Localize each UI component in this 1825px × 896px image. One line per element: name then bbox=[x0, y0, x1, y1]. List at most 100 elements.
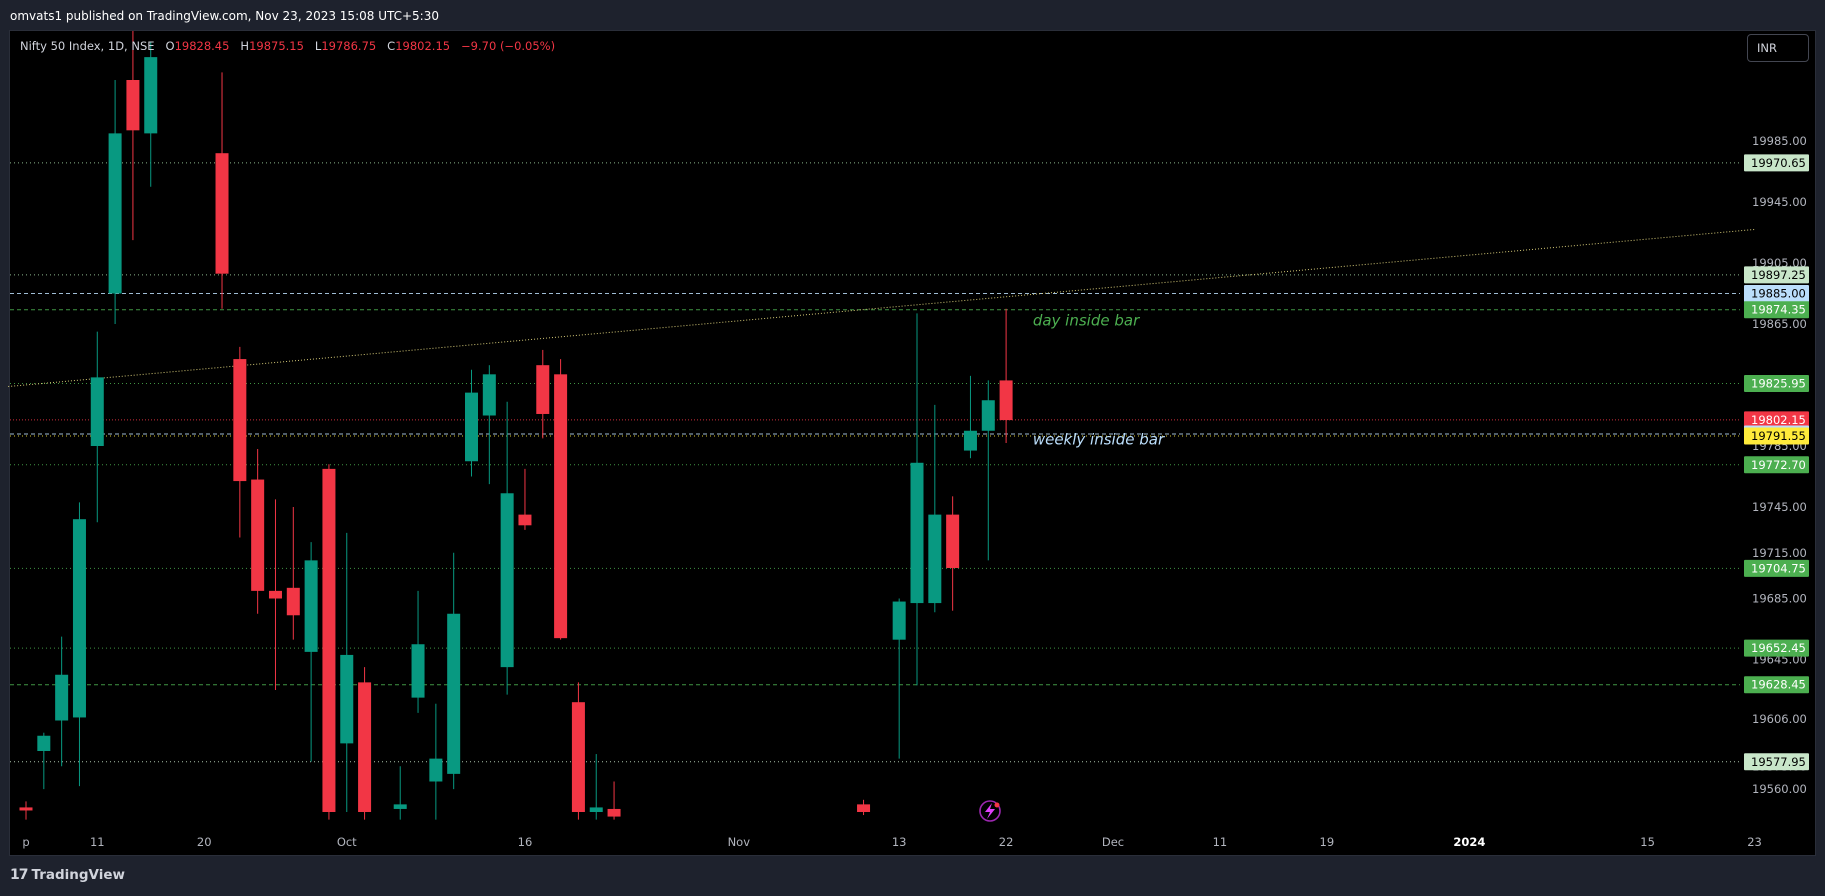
price-badge-11: 19628.45 bbox=[1744, 676, 1809, 694]
price-badge-12: 19577.95 bbox=[1744, 753, 1809, 771]
candle-11 bbox=[268, 499, 282, 690]
candle-34 bbox=[946, 496, 960, 611]
badge-bg bbox=[1744, 285, 1809, 302]
x-tick-label: 22 bbox=[999, 835, 1014, 849]
candle-body bbox=[358, 682, 372, 812]
annotation-1: weekly inside bar bbox=[1033, 430, 1165, 448]
candle-body bbox=[55, 674, 69, 721]
candle-9 bbox=[233, 346, 247, 538]
x-tick-label: Oct bbox=[337, 835, 357, 849]
annotations-layer: day inside bar weekly inside bar bbox=[1033, 312, 1165, 449]
chart-frame[interactable] bbox=[9, 30, 1816, 856]
x-tick-label: 19 bbox=[1320, 835, 1335, 849]
candle-19 bbox=[429, 703, 443, 820]
y-tick-label: 19985.00 bbox=[1752, 134, 1807, 148]
candle-14 bbox=[322, 464, 336, 820]
candle-6 bbox=[126, 31, 140, 241]
candle-body bbox=[286, 587, 300, 616]
badge-label: 19791.55 bbox=[1751, 429, 1806, 443]
candle-10 bbox=[251, 449, 265, 614]
tradingview-logo[interactable]: 17 TradingView bbox=[10, 867, 125, 883]
candle-body bbox=[981, 400, 995, 431]
badge-bg bbox=[1744, 456, 1809, 474]
candle-body bbox=[108, 133, 122, 294]
badge-label: 19628.45 bbox=[1751, 678, 1806, 692]
symbol-legend: Nifty 50 Index, 1D, NSE O19828.45 H19875… bbox=[20, 39, 555, 53]
candle-body bbox=[571, 702, 585, 812]
y-tick-label: 19606.00 bbox=[1752, 712, 1807, 726]
candle-21 bbox=[465, 369, 478, 477]
candle-body bbox=[857, 804, 871, 812]
candle-29 bbox=[607, 781, 621, 820]
tradingview-logo-icon: 17 bbox=[10, 867, 29, 883]
candle-body bbox=[72, 519, 86, 718]
badge-label: 19897.25 bbox=[1751, 268, 1806, 282]
candle-17 bbox=[393, 766, 407, 820]
candle-body bbox=[465, 392, 478, 462]
y-tick-label: 19560.00 bbox=[1752, 782, 1807, 796]
candle-8 bbox=[215, 72, 229, 309]
candle-body bbox=[90, 377, 104, 446]
candle-body bbox=[429, 758, 443, 782]
candle-5 bbox=[108, 80, 122, 324]
trendline bbox=[8, 228, 1755, 388]
x-tick-label: 23 bbox=[1747, 835, 1762, 849]
badge-bg bbox=[1744, 676, 1809, 694]
candle-body bbox=[322, 468, 336, 812]
candle-25 bbox=[536, 349, 550, 439]
candle-3 bbox=[72, 502, 86, 787]
y-tick-label: 19685.00 bbox=[1752, 592, 1807, 606]
x-tick-label: p bbox=[22, 835, 29, 849]
candle-body bbox=[910, 462, 924, 604]
candle-body bbox=[482, 374, 496, 416]
price-badge-1: 19897.25 bbox=[1744, 266, 1809, 284]
candle-12 bbox=[286, 507, 300, 640]
badge-label: 19802.15 bbox=[1751, 413, 1806, 427]
candle-body bbox=[37, 735, 51, 751]
candle-body bbox=[447, 613, 461, 774]
flash-icon[interactable] bbox=[979, 800, 1001, 822]
candle-27 bbox=[571, 682, 585, 820]
x-tick-label: 11 bbox=[1213, 835, 1228, 849]
low-value: 19786.75 bbox=[321, 39, 377, 53]
candle-body bbox=[268, 590, 282, 599]
open-label: O bbox=[165, 39, 175, 53]
currency-button[interactable]: INR bbox=[1747, 34, 1809, 62]
change-value: −9.70 (−0.05%) bbox=[461, 39, 556, 53]
candle-7 bbox=[144, 41, 158, 187]
high-label: H bbox=[240, 39, 250, 53]
horizontal-lines-layer bbox=[10, 162, 1740, 763]
y-tick-label: 19745.00 bbox=[1752, 500, 1807, 514]
candle-body bbox=[963, 430, 977, 451]
candle-31 bbox=[892, 598, 906, 759]
candle-30 bbox=[857, 799, 871, 816]
candle-18 bbox=[411, 590, 425, 713]
price-badge-7: 19791.55 bbox=[1744, 427, 1809, 445]
badge-bg bbox=[1744, 375, 1809, 393]
badge-bg bbox=[1744, 559, 1809, 577]
badge-bg bbox=[1744, 753, 1809, 771]
badge-label: 19885.00 bbox=[1751, 287, 1806, 301]
x-tick-label: Dec bbox=[1102, 835, 1124, 849]
y-tick-label: 19945.00 bbox=[1752, 195, 1807, 209]
candle-body bbox=[589, 807, 603, 812]
time-axis: p 11 20 Oct 16 Nov 13 22 Dec 11 19 2024 15 23 bbox=[22, 835, 1762, 849]
price-badge-10: 19652.45 bbox=[1744, 639, 1809, 657]
y-tick-label: 19715.00 bbox=[1752, 546, 1807, 560]
price-badge-4: 19825.95 bbox=[1744, 375, 1809, 393]
x-tick-label: 2024 bbox=[1453, 835, 1485, 849]
candle-body bbox=[928, 514, 942, 604]
low-label: L bbox=[314, 39, 322, 53]
candle-33 bbox=[928, 404, 942, 613]
badge-bg bbox=[1744, 154, 1809, 172]
candle-body bbox=[304, 560, 318, 652]
candle-37 bbox=[999, 308, 1013, 443]
candle-body bbox=[536, 365, 550, 414]
candle-body bbox=[554, 374, 568, 639]
badge-label: 19577.95 bbox=[1751, 755, 1806, 769]
badge-bg bbox=[1744, 427, 1809, 445]
high-value: 19875.15 bbox=[249, 39, 304, 53]
close-value: 19802.15 bbox=[395, 39, 451, 53]
candle-body bbox=[215, 153, 229, 274]
